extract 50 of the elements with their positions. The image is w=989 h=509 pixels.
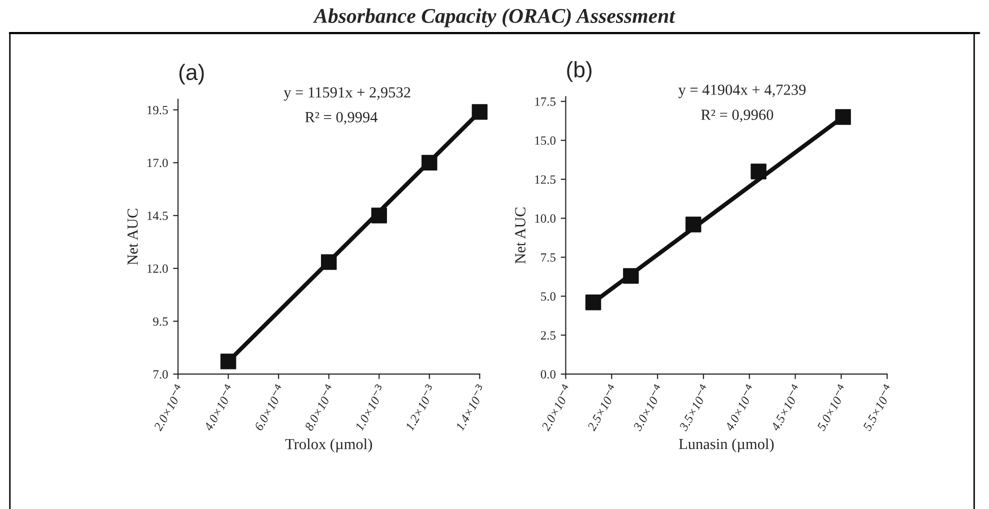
point [750, 164, 766, 180]
x-axis-title: Trolox (µmol) [285, 438, 372, 452]
x-tick-label: 4.0×10$^{−4}$ [722, 383, 757, 432]
annotation: R² = 0,9960 [701, 110, 774, 122]
x-tick-label: 2.5×10$^{−4}$ [584, 383, 619, 432]
x-tick-label: 2.0×10$^{−4}$ [538, 383, 573, 432]
annotation: R² = 0,9994 [305, 112, 378, 125]
chart-title: (a) [179, 64, 204, 85]
x-tick-label: 1.4×10$^{−3}$ [452, 384, 487, 432]
y-tick-label: 2.5 [540, 331, 556, 340]
x-tick-label: 1.2×10$^{−3}$ [402, 384, 437, 432]
point [685, 216, 702, 232]
point [585, 294, 602, 310]
y-tick-label: 9.5 [153, 317, 168, 326]
point [220, 354, 236, 370]
annotation: y = 41904x + 4,7239 [678, 84, 806, 98]
y-tick-label: 7.5 [541, 253, 556, 262]
annotation: y = 11591x + 2,9532 [284, 87, 410, 101]
x-tick-label: 6.0×10$^{−4}$ [252, 383, 286, 432]
x-tick-label: 3.0×10$^{−4}$ [630, 383, 665, 432]
x-axis-title: Lunasin (µmol) [678, 438, 774, 452]
y-tick-label: 7.0 [153, 370, 168, 379]
point [320, 254, 337, 270]
x-tick-label: 5.0×10$^{−4}$ [814, 383, 848, 432]
x-tick-label: 5.5×10$^{−4}$ [860, 383, 894, 432]
y-axis-title: Net AUC [127, 208, 138, 265]
x-tick-label: 4.0×10$^{−4}$ [201, 383, 236, 432]
y-tick-label: 5.0 [541, 292, 556, 301]
point [422, 154, 438, 171]
y-tick-label: 14.5 [148, 212, 168, 220]
y-tick-label: 0.0 [540, 370, 556, 379]
y-tick-label: 17.0 [148, 158, 168, 168]
y-axis-title: Net AUC [515, 208, 526, 264]
y-tick-label: 12.5 [535, 175, 556, 184]
text: Absorbance Capacity (ORAC) Assessment [312, 8, 676, 28]
chart-title: (b) [567, 61, 592, 82]
x-tick-label: 2.0×10$^{−4}$ [150, 383, 186, 432]
point [472, 104, 488, 120]
y-tick-label: 12.0 [148, 264, 168, 273]
x-tick-label: 4.5×10$^{−4}$ [768, 383, 803, 432]
y-tick-label: 17.5 [535, 97, 556, 106]
x-tick-label: 8.0×10$^{−4}$ [302, 383, 336, 432]
y-tick-label: 15.0 [535, 136, 556, 145]
point [623, 268, 639, 284]
x-tick-label: 3.5×10$^{−4}$ [676, 383, 711, 432]
y-tick-label: 10.0 [535, 214, 556, 223]
y-tick-label: 19.5 [148, 106, 168, 114]
x-tick-label: 1.0×10$^{−3}$ [352, 384, 386, 432]
point [835, 109, 851, 125]
point [371, 208, 387, 224]
